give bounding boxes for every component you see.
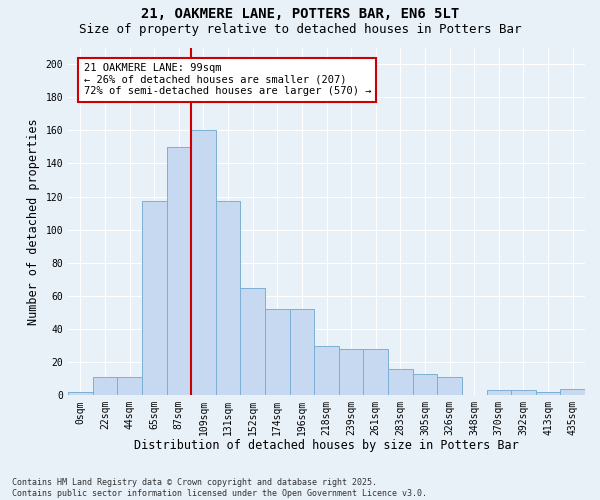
Text: Contains HM Land Registry data © Crown copyright and database right 2025.
Contai: Contains HM Land Registry data © Crown c… <box>12 478 427 498</box>
Bar <box>339 349 364 395</box>
Bar <box>241 288 265 395</box>
Bar <box>314 346 339 395</box>
Bar <box>167 147 191 395</box>
Text: Size of property relative to detached houses in Potters Bar: Size of property relative to detached ho… <box>79 22 521 36</box>
Text: 21 OAKMERE LANE: 99sqm
← 26% of detached houses are smaller (207)
72% of semi-de: 21 OAKMERE LANE: 99sqm ← 26% of detached… <box>83 63 371 96</box>
Bar <box>560 388 585 395</box>
Bar <box>92 377 117 395</box>
Bar <box>117 377 142 395</box>
Bar <box>388 368 413 395</box>
Bar <box>290 309 314 395</box>
Bar <box>413 374 437 395</box>
Bar <box>68 392 92 395</box>
Bar <box>536 392 560 395</box>
Bar <box>437 377 462 395</box>
Bar <box>142 202 167 395</box>
Bar <box>511 390 536 395</box>
Text: 21, OAKMERE LANE, POTTERS BAR, EN6 5LT: 21, OAKMERE LANE, POTTERS BAR, EN6 5LT <box>141 8 459 22</box>
Bar <box>487 390 511 395</box>
Bar <box>216 202 241 395</box>
Bar <box>265 309 290 395</box>
X-axis label: Distribution of detached houses by size in Potters Bar: Distribution of detached houses by size … <box>134 440 519 452</box>
Bar <box>364 349 388 395</box>
Y-axis label: Number of detached properties: Number of detached properties <box>27 118 40 324</box>
Bar <box>191 130 216 395</box>
